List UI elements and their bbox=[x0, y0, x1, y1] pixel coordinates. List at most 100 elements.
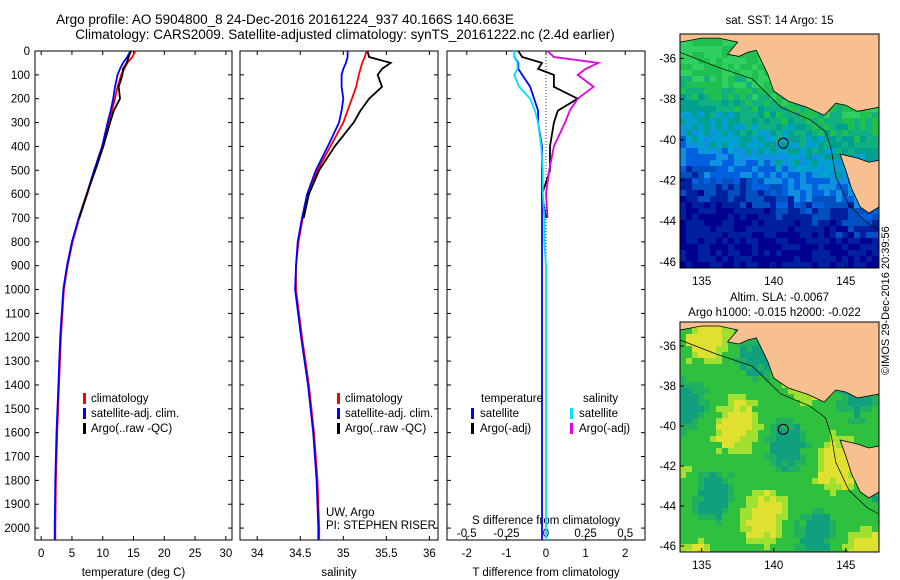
map-cell bbox=[692, 220, 698, 226]
map-cell bbox=[770, 190, 776, 196]
map-cell bbox=[842, 112, 848, 118]
map-cell bbox=[800, 262, 806, 268]
map-cell bbox=[782, 520, 788, 526]
map-cell bbox=[806, 208, 812, 214]
map-cell bbox=[686, 172, 692, 178]
map-cell bbox=[716, 406, 722, 412]
map-cell bbox=[692, 484, 698, 490]
map-cell bbox=[794, 442, 800, 448]
map-cell bbox=[788, 496, 794, 502]
map-cell bbox=[764, 154, 770, 160]
map-cell bbox=[788, 178, 794, 184]
map-cell bbox=[800, 544, 806, 550]
map-cell bbox=[794, 172, 800, 178]
map-cell bbox=[824, 112, 830, 118]
map-cell bbox=[680, 256, 686, 262]
map-cell bbox=[830, 256, 836, 262]
map-cell bbox=[692, 328, 698, 334]
map-cell bbox=[800, 238, 806, 244]
map-cell bbox=[782, 460, 788, 466]
map-cell bbox=[854, 202, 860, 208]
map-cell bbox=[824, 514, 830, 520]
map-cell bbox=[794, 136, 800, 142]
map-cell bbox=[758, 82, 764, 88]
map-cell bbox=[764, 172, 770, 178]
map-cell bbox=[860, 136, 866, 142]
map-cell bbox=[764, 424, 770, 430]
map-cell bbox=[740, 226, 746, 232]
y-tick-label: 1800 bbox=[4, 475, 30, 487]
map-cell bbox=[692, 256, 698, 262]
map-cell bbox=[770, 496, 776, 502]
figure-title-line2: Climatology: CARS2009. Satellite-adjuste… bbox=[75, 27, 615, 42]
map-cell bbox=[704, 430, 710, 436]
map-cell bbox=[728, 502, 734, 508]
map-cell bbox=[764, 226, 770, 232]
map-cell bbox=[758, 136, 764, 142]
x-tick-label: 0 bbox=[543, 548, 549, 560]
map-cell bbox=[740, 100, 746, 106]
map-cell bbox=[818, 136, 824, 142]
map-cell bbox=[812, 514, 818, 520]
map-cell bbox=[770, 124, 776, 130]
y-tick-label: 700 bbox=[11, 213, 30, 225]
map-cell bbox=[704, 160, 710, 166]
map-cell bbox=[734, 88, 740, 94]
map-cell bbox=[836, 256, 842, 262]
map-cell bbox=[806, 544, 812, 550]
map-cell bbox=[830, 148, 836, 154]
map-cell bbox=[692, 136, 698, 142]
map-cell bbox=[860, 424, 866, 430]
map-cell bbox=[692, 52, 698, 58]
map-cell bbox=[686, 106, 692, 112]
map-cell bbox=[704, 178, 710, 184]
map-cell bbox=[704, 118, 710, 124]
map-cell bbox=[752, 88, 758, 94]
map-cell bbox=[854, 526, 860, 532]
map-cell bbox=[686, 112, 692, 118]
map-cell bbox=[770, 544, 776, 550]
map-cell bbox=[752, 94, 758, 100]
map-cell bbox=[770, 208, 776, 214]
map-cell bbox=[680, 400, 686, 406]
map-cell bbox=[764, 520, 770, 526]
map-cell bbox=[842, 496, 848, 502]
map-cell bbox=[872, 436, 878, 442]
map-cell bbox=[842, 508, 848, 514]
map-cell bbox=[818, 538, 824, 544]
map-cell bbox=[758, 358, 764, 364]
map-cell bbox=[734, 106, 740, 112]
map-cell bbox=[782, 166, 788, 172]
map-cell bbox=[692, 388, 698, 394]
map-cell bbox=[860, 496, 866, 502]
map-cell bbox=[692, 346, 698, 352]
map-cell bbox=[734, 100, 740, 106]
map-cell bbox=[746, 220, 752, 226]
map-cell bbox=[848, 526, 854, 532]
map-cell bbox=[764, 364, 770, 370]
map-y-tick-label: -46 bbox=[659, 257, 676, 269]
map-cell bbox=[740, 430, 746, 436]
map-cell bbox=[746, 76, 752, 82]
map-cell bbox=[680, 328, 686, 334]
map-cell bbox=[776, 538, 782, 544]
map-cell bbox=[728, 466, 734, 472]
argo-location-marker bbox=[777, 423, 789, 435]
y-tick-label: 1900 bbox=[4, 499, 30, 511]
map-cell bbox=[698, 478, 704, 484]
map-cell bbox=[722, 442, 728, 448]
map-cell bbox=[698, 454, 704, 460]
map-cell bbox=[692, 364, 698, 370]
map-cell bbox=[740, 118, 746, 124]
map-cell bbox=[818, 526, 824, 532]
map-cell bbox=[686, 352, 692, 358]
map-cell bbox=[824, 136, 830, 142]
map-cell bbox=[710, 406, 716, 412]
map-cell bbox=[818, 112, 824, 118]
map-cell bbox=[764, 538, 770, 544]
legend-label: Argo(..raw -QC) bbox=[91, 423, 172, 435]
map-cell bbox=[842, 256, 848, 262]
map-cell bbox=[710, 436, 716, 442]
map-cell bbox=[770, 226, 776, 232]
map-cell bbox=[872, 262, 878, 268]
